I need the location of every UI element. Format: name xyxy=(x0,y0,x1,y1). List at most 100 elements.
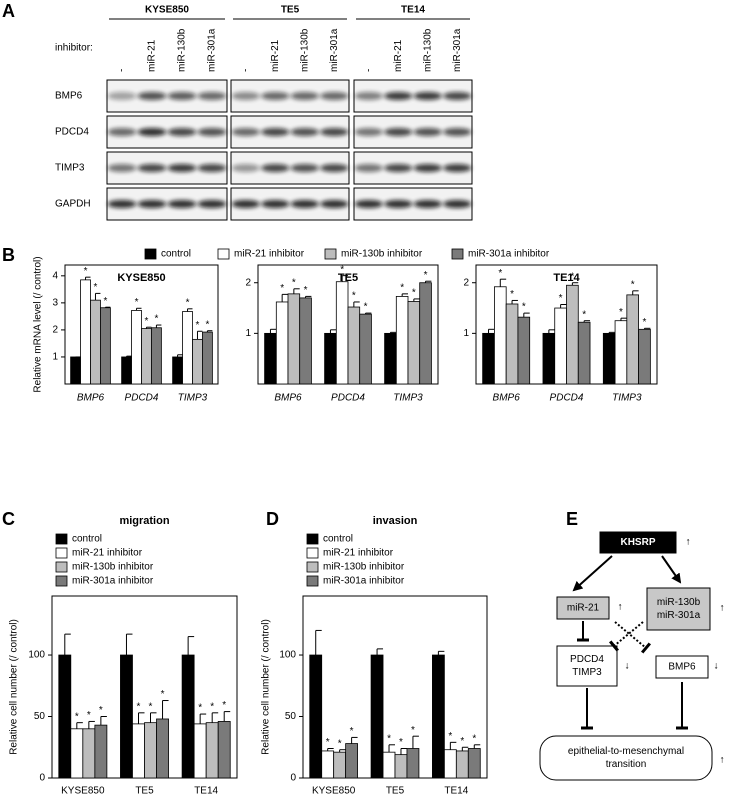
bar xyxy=(406,748,420,779)
change-arrow: ↓ xyxy=(714,661,719,672)
significance-mark: * xyxy=(498,268,502,279)
bar xyxy=(382,751,396,779)
legend-swatch xyxy=(217,248,230,260)
blot-band xyxy=(290,200,319,208)
blot-band xyxy=(197,92,227,100)
significance-mark: * xyxy=(99,705,103,716)
change-arrow: ↑ xyxy=(720,603,725,614)
bar xyxy=(299,297,312,385)
diagram-node xyxy=(599,531,677,554)
blot-band xyxy=(197,164,227,172)
y-tick-label: 100 xyxy=(28,650,45,661)
blot-band xyxy=(354,128,383,136)
significance-mark: * xyxy=(338,738,342,749)
blot-band xyxy=(354,164,383,172)
bar xyxy=(577,321,591,385)
bar xyxy=(394,754,408,779)
blot-band xyxy=(443,92,472,100)
blot-band xyxy=(290,92,319,100)
lane-label: - xyxy=(240,69,251,72)
x-tick-label: PDCD4 xyxy=(550,393,584,404)
blot-band xyxy=(197,128,227,136)
blot-band xyxy=(107,164,137,172)
diagram-node xyxy=(556,596,610,620)
bar xyxy=(80,279,91,385)
bar xyxy=(70,728,84,779)
bar xyxy=(181,654,195,779)
blot-band xyxy=(413,92,442,100)
legend-label: miR-130b inhibitor xyxy=(323,562,405,573)
blot-band xyxy=(320,128,349,136)
node-label: KHSRP xyxy=(620,537,655,548)
bar xyxy=(144,722,157,779)
significance-mark: * xyxy=(154,314,158,325)
node-label: epithelial-to-mesenchymal xyxy=(568,746,684,757)
blot-band xyxy=(320,200,349,208)
diagram-node xyxy=(556,645,618,687)
activation-arrow xyxy=(661,555,682,584)
cell-line-label: KYSE850 xyxy=(145,5,189,16)
blot-band xyxy=(231,200,260,208)
change-arrow: ↓ xyxy=(625,661,630,672)
legend-swatch xyxy=(324,248,337,260)
significance-mark: * xyxy=(137,701,141,712)
legend-swatch xyxy=(306,533,319,545)
significance-mark: * xyxy=(570,271,574,282)
blot-band xyxy=(107,200,137,208)
significance-mark: * xyxy=(145,316,149,327)
blot-row-label: PDCD4 xyxy=(55,127,89,138)
legend-label: control xyxy=(72,534,102,545)
blot-band xyxy=(167,200,197,208)
legend-swatch xyxy=(55,561,68,573)
blot-band xyxy=(167,164,197,172)
blot-band xyxy=(290,128,319,136)
legend-label: miR-21 inhibitor xyxy=(72,548,143,559)
bar xyxy=(321,750,335,779)
bar xyxy=(494,286,507,385)
blot-band xyxy=(320,92,349,100)
bar xyxy=(151,327,162,385)
significance-mark: * xyxy=(222,700,226,711)
bar xyxy=(566,284,579,385)
bar xyxy=(82,728,96,779)
blot-band xyxy=(231,128,260,136)
significance-mark: * xyxy=(205,319,209,330)
blot-row-label: TIMP3 xyxy=(55,163,85,174)
bar xyxy=(542,332,556,385)
bar xyxy=(455,750,469,779)
y-tick-label: 2 xyxy=(463,277,469,288)
y-tick-label: 100 xyxy=(279,650,296,661)
blot-band xyxy=(107,128,137,136)
blot-band xyxy=(443,164,472,172)
legend-swatch xyxy=(306,561,319,573)
blot-band xyxy=(261,92,290,100)
blot-band xyxy=(320,164,349,172)
x-tick-label: TE5 xyxy=(386,786,405,797)
bar xyxy=(333,751,347,779)
legend-label: control xyxy=(323,534,353,545)
bar xyxy=(120,654,133,779)
blot-band xyxy=(137,200,167,208)
significance-mark: * xyxy=(326,737,330,748)
bar xyxy=(205,722,219,779)
x-tick-label: TE14 xyxy=(444,786,468,797)
blot-band xyxy=(261,200,290,208)
chart-title: KYSE850 xyxy=(117,272,165,284)
bar xyxy=(94,724,108,779)
blot-band xyxy=(384,128,413,136)
chart-title: TE14 xyxy=(553,272,580,284)
y-tick-label: 4 xyxy=(52,270,58,281)
bar xyxy=(614,320,628,385)
x-tick-label: BMP6 xyxy=(274,393,302,404)
y-axis-label: Relative mRNA level (/ control) xyxy=(33,256,44,392)
lane-label: - xyxy=(117,69,128,72)
lane-label: miR-130b xyxy=(299,28,310,72)
significance-mark: * xyxy=(103,296,107,307)
legend-swatch xyxy=(55,547,68,559)
blot-band xyxy=(443,200,472,208)
bar xyxy=(482,332,495,385)
bar xyxy=(370,654,384,779)
bar xyxy=(407,301,421,385)
y-tick-label: 0 xyxy=(290,773,296,784)
y-axis-label: Relative cell number (/ control) xyxy=(9,619,20,755)
